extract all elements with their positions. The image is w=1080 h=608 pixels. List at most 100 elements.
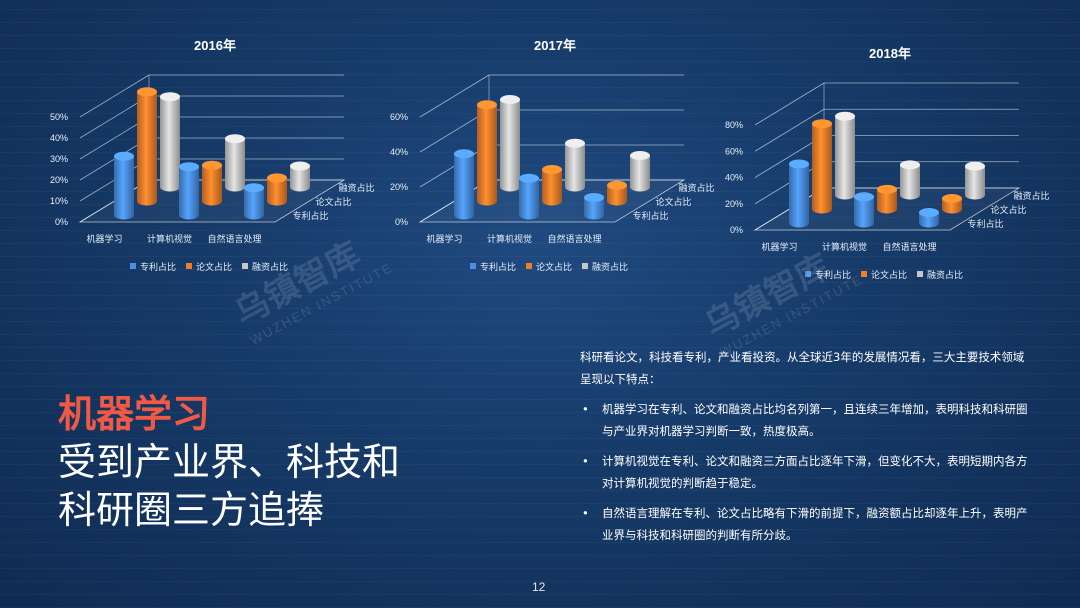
bar-top xyxy=(137,87,157,97)
y-tick-label: 30% xyxy=(50,154,68,164)
bar-body xyxy=(565,143,585,192)
bar-body xyxy=(114,156,134,220)
bar-column xyxy=(160,92,180,192)
y-tick-label: 60% xyxy=(725,146,743,156)
bar-top xyxy=(500,95,520,104)
chart-2018: 2018年 0% 20% 40% 60% 80% 融资占比 论文占比 专利占比 机器学习 计算机视觉… xyxy=(715,38,1065,288)
bar-top xyxy=(835,111,855,121)
chart-2016: 2016年 0% 10% 20% 30% 40% 50% 融资占比 论文占比 专利占比 机器学习 计算… xyxy=(40,30,390,280)
category-label: 自然语言处理 xyxy=(207,233,261,245)
y-tick-label: 40% xyxy=(725,173,743,183)
depth-label: 论文占比 xyxy=(656,196,692,208)
y-tick-label: 60% xyxy=(390,112,408,122)
legend-label: 论文占比 xyxy=(871,269,907,281)
gridline xyxy=(754,108,825,152)
category-label: 计算机视觉 xyxy=(147,233,192,245)
chart-title: 2016年 xyxy=(194,38,236,53)
bar-column xyxy=(290,161,310,192)
bar-top xyxy=(542,165,562,174)
bar-body xyxy=(854,196,874,228)
bar-column xyxy=(919,208,939,228)
bar-column xyxy=(942,194,962,214)
bar-column xyxy=(114,151,134,220)
chart-title: 2018年 xyxy=(869,46,911,61)
category-label: 计算机视觉 xyxy=(822,241,867,253)
bar-body xyxy=(477,104,497,206)
category-label: 自然语言处理 xyxy=(882,241,936,253)
legend-label: 融资占比 xyxy=(927,269,963,281)
bar-column xyxy=(519,173,539,220)
category-label: 机器学习 xyxy=(86,233,122,245)
depth-label: 论文占比 xyxy=(991,204,1027,216)
bar-top xyxy=(244,183,264,193)
bar-column xyxy=(244,183,264,220)
bar-column xyxy=(202,160,222,206)
bar-top xyxy=(812,119,832,129)
bar-body xyxy=(267,177,287,206)
y-tick-label: 40% xyxy=(50,133,68,143)
intro-paragraph: 科研看论文，科技看专利，产业看投资。从全球近3年的发展情况看，三大主要技术领域呈… xyxy=(580,350,1025,386)
bar-column xyxy=(835,111,855,200)
bar-column xyxy=(179,162,199,220)
bar-top xyxy=(789,159,809,169)
y-tick-label: 20% xyxy=(725,199,743,209)
headline: 机器学习 受到产业界、科技和 科研圈三方追捧 xyxy=(58,390,400,534)
bar-body xyxy=(202,165,222,206)
legend-label: 专利占比 xyxy=(140,261,176,273)
bar-body xyxy=(290,166,310,192)
legend-label: 专利占比 xyxy=(480,261,516,273)
category-label: 机器学习 xyxy=(426,233,462,245)
depth-label: 专利占比 xyxy=(968,218,1004,230)
body-text: 科研看论文，科技看专利，产业看投资。从全球近3年的发展情况看，三大主要技术领域呈… xyxy=(580,346,1030,554)
chart-title: 2017年 xyxy=(534,38,576,53)
bar-column xyxy=(542,165,562,206)
headline-accent: 机器学习 xyxy=(58,392,211,436)
y-tick-label: 10% xyxy=(50,196,68,206)
bar-body xyxy=(542,169,562,206)
depth-label: 专利占比 xyxy=(293,210,329,222)
bar-column xyxy=(965,161,985,200)
legend-label: 融资占比 xyxy=(252,261,288,273)
y-tick-label: 0% xyxy=(395,217,408,227)
bar-column xyxy=(584,193,604,220)
bar-body xyxy=(244,187,264,220)
bar-top xyxy=(519,173,539,183)
legend-swatch xyxy=(186,263,192,269)
bar-column xyxy=(789,159,809,228)
y-tick-label: 0% xyxy=(55,217,68,227)
bar-body xyxy=(519,178,539,220)
bar-top xyxy=(114,151,134,161)
bar-column xyxy=(137,87,157,206)
y-tick-label: 20% xyxy=(390,182,408,192)
bar-column xyxy=(607,180,627,206)
bar-top xyxy=(854,192,874,202)
bar-body xyxy=(900,164,920,200)
bar-top xyxy=(584,193,604,202)
bar-column xyxy=(900,160,920,200)
gridline xyxy=(754,82,825,126)
chart-2017: 2017年 0% 20% 40% 60% 融资占比 论文占比 专利占比 机器学习 计算机视觉 自然语… xyxy=(380,30,730,280)
bar-top xyxy=(900,160,920,170)
bar-top xyxy=(877,184,897,194)
legend-swatch xyxy=(526,263,532,269)
bar-body xyxy=(454,153,474,220)
legend-swatch xyxy=(582,263,588,269)
bar-body xyxy=(225,138,245,192)
legend-swatch xyxy=(242,263,248,269)
bullet-item: 自然语言理解在专利、论文占比略有下滑的前提下，融资额占比却逐年上升，表明产业界与… xyxy=(580,502,1030,546)
headline-line: 受到产业界、科技和 xyxy=(58,440,401,484)
legend-swatch xyxy=(470,263,476,269)
bar-column xyxy=(565,138,585,192)
bar-body xyxy=(584,197,604,220)
bar-body xyxy=(179,166,199,220)
depth-label: 融资占比 xyxy=(679,182,715,194)
legend-swatch xyxy=(861,271,867,277)
bullet-item: 机器学习在专利、论文和融资占比均名列第一，且连续三年增加，表明科技和科研圈与产业… xyxy=(580,398,1030,442)
bar-body xyxy=(500,99,520,192)
depth-label: 融资占比 xyxy=(1014,190,1050,202)
bar-column xyxy=(477,100,497,206)
gridline xyxy=(419,74,490,118)
legend-swatch xyxy=(917,271,923,277)
